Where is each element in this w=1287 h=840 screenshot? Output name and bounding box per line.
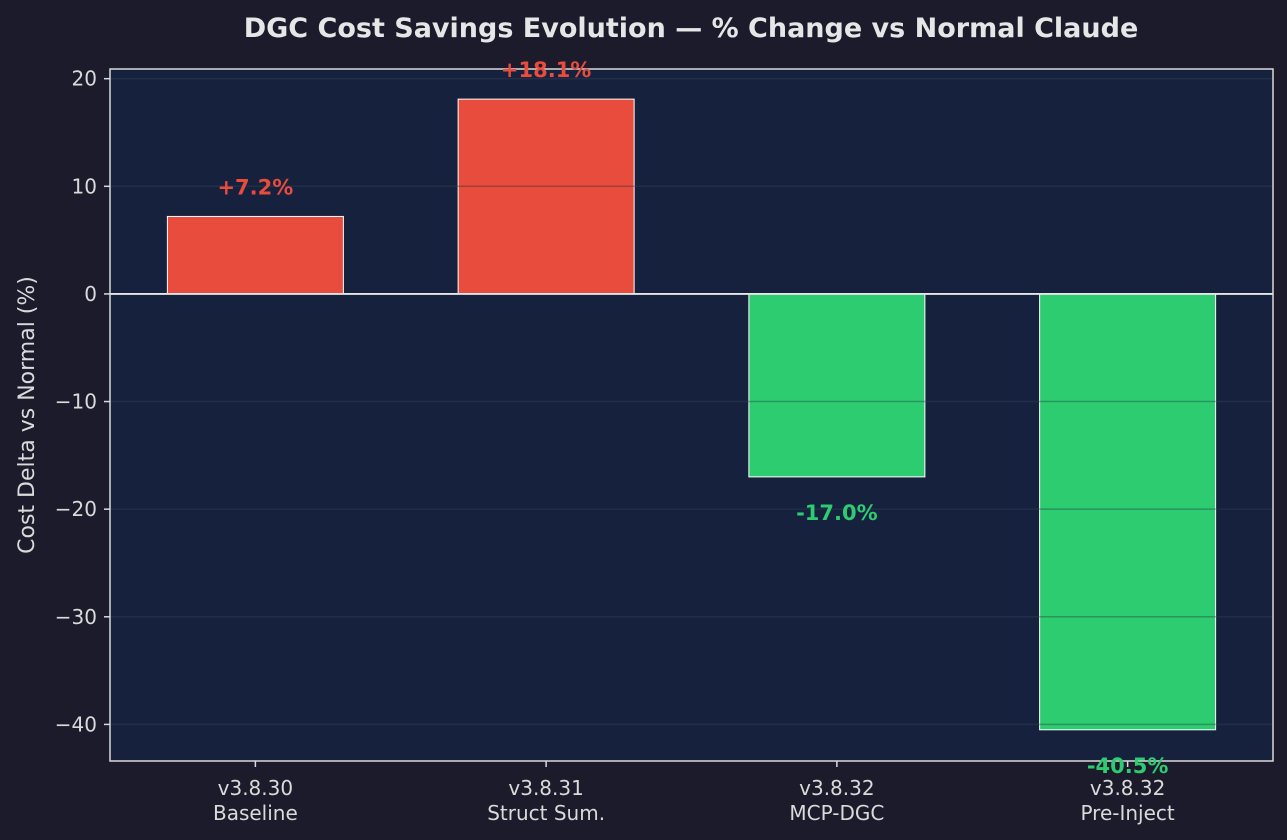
y-tick-label: 20 — [72, 67, 97, 91]
x-tick-label-version: v3.8.32 — [799, 776, 874, 800]
value-label: -17.0% — [796, 501, 878, 525]
y-tick-label: 0 — [84, 282, 97, 306]
value-label: +7.2% — [217, 175, 293, 199]
x-tick-label-name: Struct Sum. — [487, 801, 605, 825]
y-axis-label: Cost Delta vs Normal (%) — [15, 276, 40, 554]
x-tick-label-name: Pre-Inject — [1080, 801, 1174, 825]
bar — [1039, 293, 1217, 731]
value-label: +18.1% — [501, 58, 591, 82]
x-tick-label-version: v3.8.32 — [1090, 776, 1165, 800]
x-tick-label-version: v3.8.31 — [508, 776, 583, 800]
y-tick-label: 10 — [72, 174, 97, 198]
bar — [457, 98, 635, 295]
bar — [166, 215, 344, 295]
y-tick-label: −40 — [55, 712, 97, 736]
y-tick-label: −10 — [55, 390, 97, 414]
x-tick-label-name: Baseline — [213, 801, 298, 825]
chart-title: DGC Cost Savings Evolution — % Change vs… — [244, 13, 1139, 44]
x-tick-label-version: v3.8.30 — [218, 776, 293, 800]
value-label: -40.5% — [1087, 754, 1169, 778]
plot-frame — [109, 68, 1274, 762]
bar — [748, 293, 926, 478]
y-tick-label: −30 — [55, 605, 97, 629]
x-tick-label-name: MCP-DGC — [789, 801, 884, 825]
y-tick-label: −20 — [55, 497, 97, 521]
